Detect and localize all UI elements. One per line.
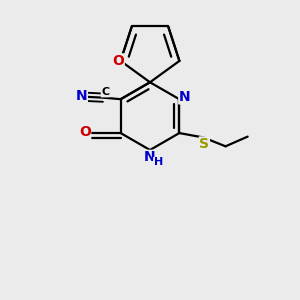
- Text: H: H: [154, 158, 163, 167]
- Text: N: N: [179, 90, 190, 104]
- Text: N: N: [144, 150, 156, 164]
- Text: C: C: [101, 87, 110, 97]
- Text: O: O: [79, 125, 91, 140]
- Text: N: N: [76, 89, 87, 103]
- Text: O: O: [112, 54, 124, 68]
- Text: S: S: [200, 137, 209, 151]
